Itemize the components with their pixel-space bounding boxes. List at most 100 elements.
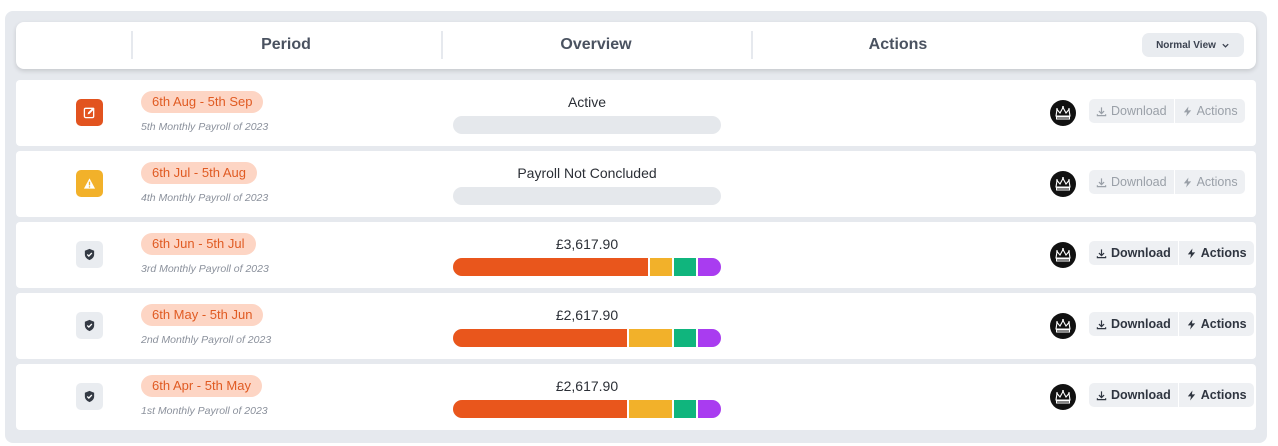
actions-button[interactable]: Actions (1175, 99, 1245, 123)
download-label: Download (1111, 246, 1171, 260)
column-header-period[interactable]: Period (131, 31, 439, 59)
shield-check-icon (84, 390, 95, 403)
actions-label: Actions (1200, 317, 1247, 331)
status-badge (76, 312, 103, 339)
row-button-group: Download Actions (1089, 383, 1254, 407)
row-button-group: Download Actions (1089, 170, 1245, 194)
status-badge (76, 99, 103, 126)
overview-value: £2,617.90 (555, 378, 619, 394)
view-mode-label: Normal View (1156, 39, 1216, 51)
period-pill: 6th Apr - 5th May (141, 375, 262, 397)
bolt-icon (1183, 105, 1191, 117)
period-pill: 6th May - 5th Jun (141, 304, 264, 326)
payroll-row[interactable]: 6th Apr - 5th May 1st Monthly Payroll of… (16, 364, 1256, 430)
hmrc-crown-icon[interactable] (1050, 171, 1076, 197)
payroll-row[interactable]: 6th Aug - 5th Sep 5th Monthly Payroll of… (16, 80, 1256, 146)
hmrc-crown-icon[interactable] (1050, 384, 1076, 410)
payroll-table: Period Overview Actions Normal View 6th … (5, 11, 1267, 443)
actions-button[interactable]: Actions (1179, 312, 1254, 336)
row-button-group: Download Actions (1089, 312, 1254, 336)
shield-check-icon (84, 319, 95, 332)
period-pill: 6th Aug - 5th Sep (141, 91, 264, 113)
bar-segment (628, 329, 675, 347)
overview-value: £2,617.90 (555, 307, 619, 323)
row-button-group: Download Actions (1089, 99, 1245, 123)
status-badge (76, 241, 103, 268)
payroll-row[interactable]: 6th Jul - 5th Aug 4th Monthly Payroll of… (16, 151, 1256, 217)
bar-segment (698, 329, 721, 347)
bar-segment (698, 258, 721, 276)
payroll-row[interactable]: 6th Jun - 5th Jul 3rd Monthly Payroll of… (16, 222, 1256, 288)
overview-value: £3,617.90 (555, 236, 619, 252)
hmrc-crown-icon[interactable] (1050, 100, 1076, 126)
edit-icon (83, 107, 95, 119)
bar-segment (674, 258, 699, 276)
crown-icon (1055, 319, 1071, 333)
download-label: Download (1111, 104, 1167, 118)
crown-icon (1055, 248, 1071, 262)
bolt-icon (1187, 247, 1195, 259)
bar-segment (698, 400, 721, 418)
download-label: Download (1111, 388, 1171, 402)
actions-label: Actions (1196, 104, 1238, 118)
actions-button[interactable]: Actions (1175, 170, 1245, 194)
bar-segment (453, 329, 629, 347)
bar-segment (453, 258, 650, 276)
actions-button[interactable]: Actions (1179, 383, 1254, 407)
download-button[interactable]: Download (1089, 170, 1175, 194)
period-subtitle: 3rd Monthly Payroll of 2023 (141, 263, 269, 275)
breakdown-bar (453, 258, 721, 276)
bolt-icon (1187, 389, 1195, 401)
download-button[interactable]: Download (1089, 312, 1179, 336)
period-subtitle: 2nd Monthly Payroll of 2023 (141, 334, 272, 346)
actions-label: Actions (1200, 246, 1247, 260)
view-mode-dropdown[interactable]: Normal View (1142, 33, 1244, 57)
column-header-actions[interactable]: Actions (751, 31, 1043, 59)
bar-segment (674, 329, 699, 347)
actions-label: Actions (1196, 175, 1238, 189)
bolt-icon (1183, 176, 1191, 188)
crown-icon (1055, 106, 1071, 120)
period-subtitle: 4th Monthly Payroll of 2023 (141, 192, 269, 204)
download-button[interactable]: Download (1089, 241, 1179, 265)
overview-value: Active (567, 94, 607, 110)
chevron-down-icon (1222, 43, 1229, 48)
download-label: Download (1111, 317, 1171, 331)
download-button[interactable]: Download (1089, 99, 1175, 123)
bar-segment (453, 400, 629, 418)
breakdown-bar (453, 187, 721, 205)
period-pill: 6th Jul - 5th Aug (141, 162, 257, 184)
download-button[interactable]: Download (1089, 383, 1179, 407)
breakdown-bar (453, 116, 721, 134)
breakdown-bar (453, 329, 721, 347)
download-icon (1096, 106, 1107, 116)
status-badge (76, 170, 103, 197)
actions-label: Actions (1200, 388, 1247, 402)
bar-segment (628, 400, 675, 418)
table-header: Period Overview Actions Normal View (16, 22, 1256, 69)
hmrc-crown-icon[interactable] (1050, 242, 1076, 268)
bolt-icon (1187, 318, 1195, 330)
hmrc-crown-icon[interactable] (1050, 313, 1076, 339)
download-icon (1096, 248, 1107, 258)
download-icon (1096, 319, 1107, 329)
crown-icon (1055, 177, 1071, 191)
breakdown-bar (453, 400, 721, 418)
period-pill: 6th Jun - 5th Jul (141, 233, 256, 255)
warning-icon (83, 178, 96, 189)
shield-check-icon (84, 248, 95, 261)
period-subtitle: 1st Monthly Payroll of 2023 (141, 405, 268, 417)
actions-button[interactable]: Actions (1179, 241, 1254, 265)
bar-segment (649, 258, 675, 276)
overview-value: Payroll Not Concluded (517, 165, 657, 181)
column-header-overview[interactable]: Overview (441, 31, 749, 59)
period-subtitle: 5th Monthly Payroll of 2023 (141, 121, 269, 133)
status-badge (76, 383, 103, 410)
payroll-row[interactable]: 6th May - 5th Jun 2nd Monthly Payroll of… (16, 293, 1256, 359)
crown-icon (1055, 390, 1071, 404)
download-icon (1096, 177, 1107, 187)
row-button-group: Download Actions (1089, 241, 1254, 265)
download-label: Download (1111, 175, 1167, 189)
bar-segment (674, 400, 699, 418)
download-icon (1096, 390, 1107, 400)
